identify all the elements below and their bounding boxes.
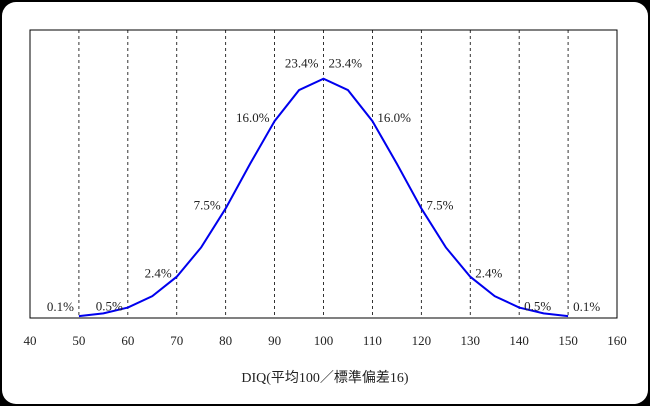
band-label: 0.5% xyxy=(524,299,551,314)
band-label: 0.5% xyxy=(96,299,123,314)
x-tick-label: 60 xyxy=(121,333,134,348)
band-label: 2.4% xyxy=(475,266,502,281)
x-tick-label: 70 xyxy=(170,333,183,348)
x-axis-label: DIQ(平均100／標準偏差16) xyxy=(241,370,409,386)
band-label: 0.1% xyxy=(573,299,600,314)
band-label: 16.0% xyxy=(236,110,270,125)
x-tick-label: 40 xyxy=(24,333,37,348)
band-label: 2.4% xyxy=(145,266,172,281)
band-label: 0.1% xyxy=(47,299,74,314)
x-tick-label: 50 xyxy=(72,333,85,348)
band-label: 7.5% xyxy=(194,197,221,212)
x-tick-label: 120 xyxy=(412,333,432,348)
x-tick-label: 160 xyxy=(607,333,627,348)
x-tick-label: 130 xyxy=(461,333,481,348)
x-tick-label: 150 xyxy=(558,333,578,348)
x-tick-label: 90 xyxy=(268,333,281,348)
x-tick-label: 110 xyxy=(363,333,382,348)
curve xyxy=(78,77,569,318)
x-tick-label: 100 xyxy=(314,333,334,348)
band-label: 16.0% xyxy=(377,110,411,125)
x-tick-label: 80 xyxy=(219,333,232,348)
band-label: 23.4% xyxy=(329,56,363,71)
band-label: 23.4% xyxy=(285,56,319,71)
band-label: 7.5% xyxy=(426,197,453,212)
x-tick-label: 140 xyxy=(509,333,529,348)
